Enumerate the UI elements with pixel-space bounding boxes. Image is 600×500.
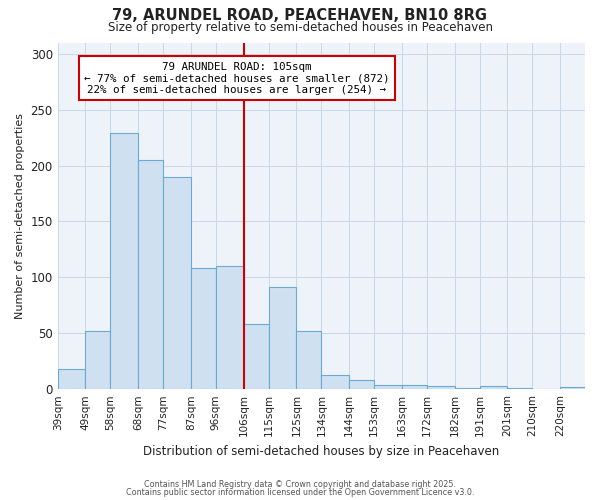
Bar: [163, 176, 191, 389]
Text: Contains HM Land Registry data © Crown copyright and database right 2025.: Contains HM Land Registry data © Crown c…: [144, 480, 456, 489]
Bar: [138, 160, 163, 389]
Bar: [269, 288, 296, 389]
Bar: [322, 374, 349, 389]
Y-axis label: Number of semi-detached properties: Number of semi-detached properties: [15, 113, 25, 319]
Bar: [296, 331, 322, 389]
Bar: [244, 324, 269, 389]
Bar: [349, 380, 374, 389]
Bar: [455, 388, 479, 389]
Bar: [402, 384, 427, 389]
Text: Contains public sector information licensed under the Open Government Licence v3: Contains public sector information licen…: [126, 488, 474, 497]
Text: Size of property relative to semi-detached houses in Peacehaven: Size of property relative to semi-detach…: [107, 21, 493, 34]
Bar: [85, 331, 110, 389]
Bar: [216, 266, 244, 389]
Bar: [507, 388, 532, 389]
Bar: [110, 133, 138, 389]
X-axis label: Distribution of semi-detached houses by size in Peacehaven: Distribution of semi-detached houses by …: [143, 444, 499, 458]
Bar: [427, 386, 455, 389]
Bar: [374, 384, 402, 389]
Text: 79 ARUNDEL ROAD: 105sqm
← 77% of semi-detached houses are smaller (872)
22% of s: 79 ARUNDEL ROAD: 105sqm ← 77% of semi-de…: [84, 62, 390, 95]
Bar: [479, 386, 507, 389]
Text: 79, ARUNDEL ROAD, PEACEHAVEN, BN10 8RG: 79, ARUNDEL ROAD, PEACEHAVEN, BN10 8RG: [113, 8, 487, 22]
Bar: [560, 387, 585, 389]
Bar: [191, 268, 216, 389]
Bar: [58, 369, 85, 389]
